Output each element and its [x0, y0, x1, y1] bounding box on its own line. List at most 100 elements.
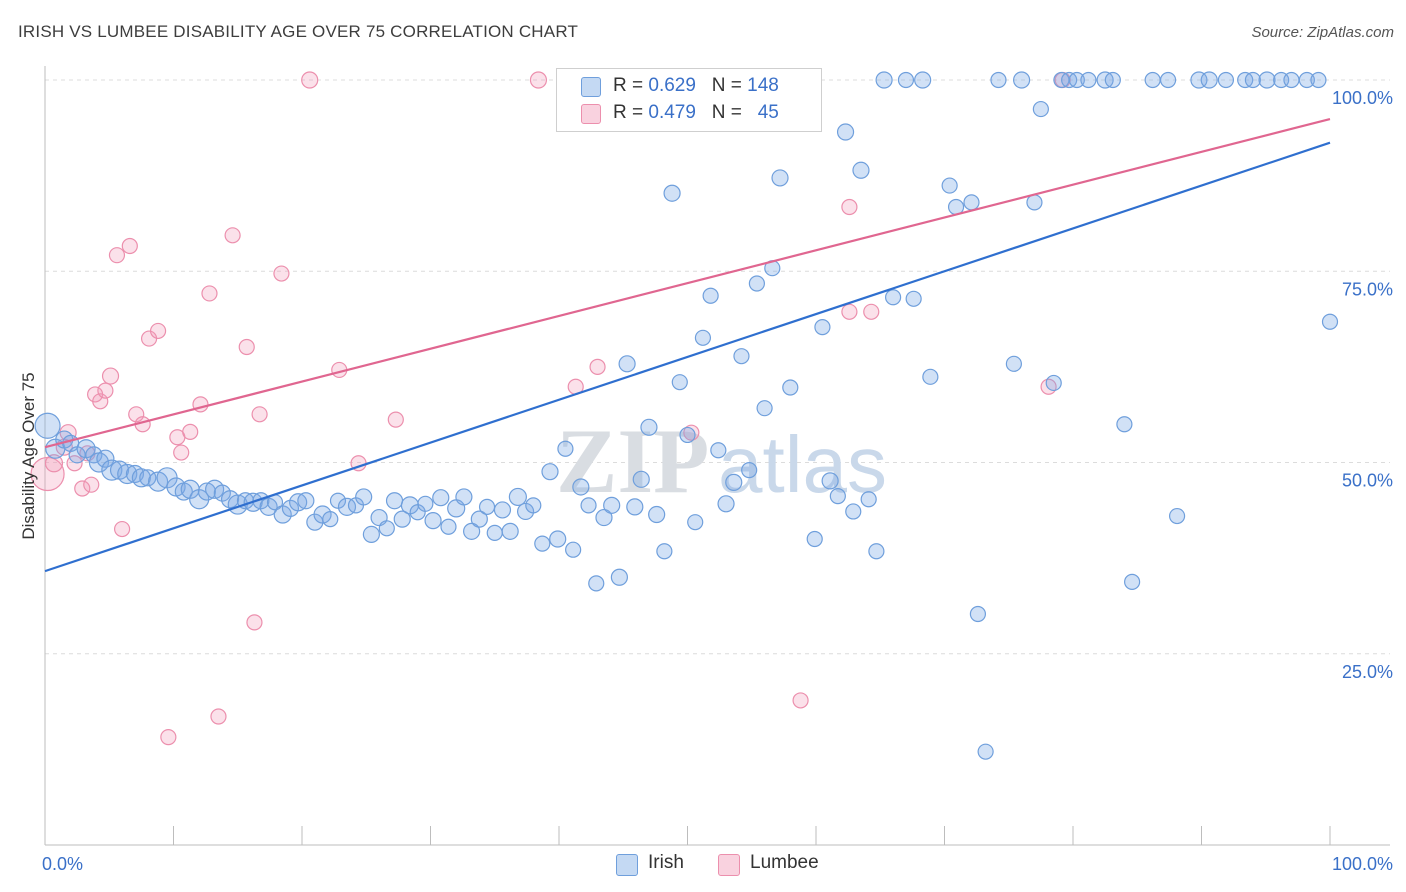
irish-point — [588, 575, 605, 592]
irish-point — [868, 543, 885, 560]
lumbee-series — [30, 71, 1071, 746]
irish-point — [508, 487, 527, 507]
irish-point — [897, 71, 915, 89]
irish-point — [1012, 71, 1031, 89]
irish-point — [1283, 71, 1300, 89]
lumbee-point — [173, 444, 190, 461]
irish-point — [1217, 71, 1235, 89]
lumbee-point — [182, 423, 199, 440]
irish-point — [905, 290, 922, 307]
lumbee-trend-line — [44, 117, 1331, 449]
irish-point — [393, 510, 411, 528]
irish-point — [1104, 71, 1121, 89]
irish-point — [1144, 71, 1161, 89]
tick-labels: 25.0% 50.0% 75.0% 100.0% 0.0% 100.0% — [42, 88, 1393, 874]
lumbee-point — [201, 285, 218, 302]
axes — [44, 66, 1390, 846]
irish-point — [806, 530, 823, 548]
irish-series — [34, 71, 1339, 760]
lumbee-point — [108, 247, 126, 264]
lumbee-point — [121, 237, 138, 255]
irish-point — [610, 568, 628, 586]
irish-point — [671, 374, 688, 391]
irish-point — [725, 473, 743, 491]
irish-point — [1321, 313, 1339, 330]
irish-point — [432, 489, 450, 507]
irish-point — [963, 194, 980, 211]
lumbee-point — [160, 729, 177, 746]
chart-source: Source: ZipAtlas.com — [1251, 24, 1394, 41]
irish-point — [771, 169, 789, 187]
watermark: ZIP atlas — [556, 410, 887, 512]
irish-point — [197, 482, 217, 501]
irish-point — [884, 289, 902, 306]
irish-point — [632, 470, 650, 488]
irish-point — [687, 514, 704, 531]
irish-point — [640, 418, 658, 436]
irish-point — [922, 368, 939, 385]
irish-point — [941, 177, 958, 194]
bottom-irish-label: Irish — [648, 852, 684, 873]
irish-point — [914, 71, 932, 89]
irish-point — [297, 492, 315, 510]
irish-point — [424, 512, 442, 530]
y-axis-label: Disability Age Over 75 — [19, 372, 38, 539]
irish-point — [977, 743, 994, 760]
lumbee-point — [529, 71, 548, 89]
watermark-zip: ZIP — [556, 410, 709, 512]
lumbee-stats: R = 0.479 N = 45 — [613, 102, 779, 124]
irish-point — [572, 478, 590, 496]
irish-point — [1168, 507, 1186, 525]
irish-point — [836, 123, 855, 141]
irish-point — [486, 524, 503, 541]
irish-point — [1258, 71, 1276, 89]
chart-title: IRISH VS LUMBEE DISABILITY AGE OVER 75 C… — [18, 22, 579, 41]
irish-point — [322, 511, 339, 528]
lumbee-point — [224, 227, 241, 244]
irish-point — [756, 400, 773, 417]
lumbee-point — [841, 198, 858, 216]
irish-n-label: N = — [711, 75, 748, 96]
irish-stats: R = 0.629 N = 148 — [613, 75, 779, 97]
irish-point — [378, 520, 395, 537]
irish-point — [694, 329, 712, 346]
irish-point — [990, 71, 1007, 89]
irish-point — [1032, 100, 1049, 118]
irish-point — [525, 497, 542, 514]
irish-point — [1298, 71, 1315, 89]
irish-point — [131, 468, 151, 488]
irish-point — [541, 463, 559, 481]
lumbee-point — [238, 338, 255, 356]
irish-point — [501, 522, 519, 540]
irish-point — [852, 161, 870, 179]
irish-point — [1116, 416, 1133, 433]
irish-point — [626, 498, 644, 516]
irish-point — [717, 495, 735, 513]
bottom-lumbee-label: Lumbee — [750, 852, 819, 873]
irish-point — [1080, 71, 1097, 89]
irish-point — [845, 503, 862, 520]
trend-lines — [44, 117, 1331, 573]
irish-point — [648, 505, 666, 524]
bottom-lumbee-swatch — [718, 854, 740, 876]
lumbee-point — [74, 480, 91, 497]
y-tick-label: 50.0% — [1342, 471, 1393, 491]
irish-trend-line — [44, 141, 1331, 573]
irish-point — [860, 491, 877, 508]
irish-point — [1124, 573, 1141, 590]
irish-point — [1005, 355, 1022, 372]
irish-point — [618, 355, 636, 373]
x-tick-label: 0.0% — [42, 854, 83, 874]
irish-point — [329, 492, 347, 509]
irish-point — [101, 459, 123, 481]
irish-point — [603, 496, 621, 514]
irish-point — [829, 488, 846, 505]
irish-point — [969, 605, 987, 623]
lumbee-point — [863, 303, 880, 320]
lumbee-r-value: 0.479 — [648, 102, 696, 123]
irish-point — [205, 479, 225, 499]
irish-point — [362, 525, 380, 544]
irish-point — [814, 318, 831, 336]
lumbee-point — [97, 382, 114, 399]
